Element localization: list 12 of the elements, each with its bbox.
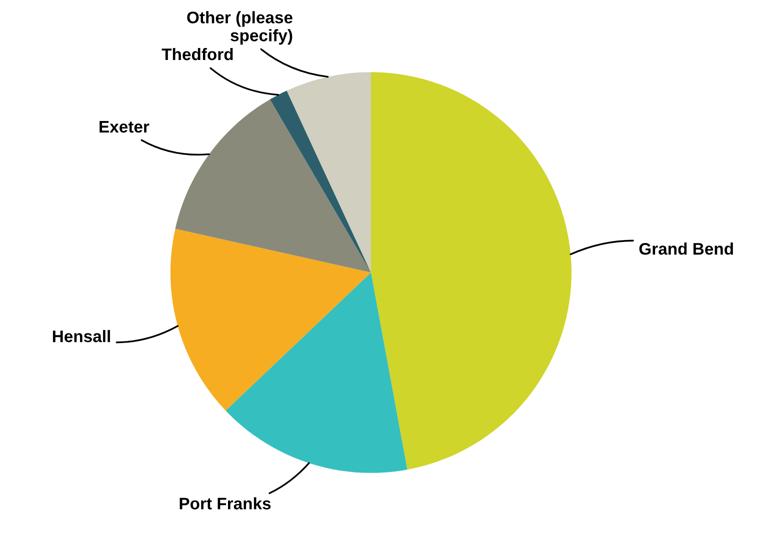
- slice-label: Exeter: [100, 121, 150, 133]
- slice-label: Port Franks: [180, 497, 271, 510]
- slice-label: Grand Bend: [639, 242, 733, 255]
- pie-slice: [286, 72, 371, 273]
- slice-label: Thedford: [162, 48, 233, 60]
- pie-slice: [175, 99, 371, 273]
- pie-slice: [226, 272, 408, 473]
- slice-label: Other (please specify): [187, 11, 292, 45]
- pie-slice: [370, 72, 572, 470]
- slice-label: Hensall: [52, 330, 110, 342]
- pie-slice: [170, 228, 371, 411]
- pie-slice: [270, 90, 371, 273]
